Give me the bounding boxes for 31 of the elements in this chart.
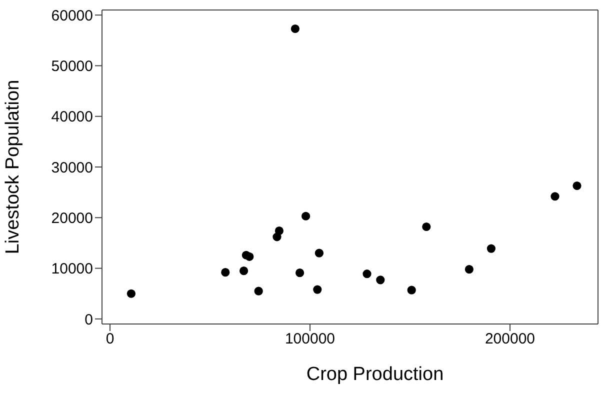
point bbox=[290, 24, 300, 34]
x-axis-title: Crop Production bbox=[306, 364, 444, 385]
point bbox=[550, 192, 560, 201]
point bbox=[464, 265, 474, 274]
y-tick-label: 20000 bbox=[51, 210, 93, 227]
point bbox=[486, 244, 496, 253]
y-axis-title: Livestock Population bbox=[2, 80, 24, 254]
point bbox=[407, 286, 416, 294]
point bbox=[296, 268, 304, 278]
y-tick-label: 60000 bbox=[51, 7, 93, 24]
point bbox=[254, 286, 263, 296]
point bbox=[376, 276, 385, 284]
x-tick-label: 0 bbox=[106, 330, 114, 348]
point bbox=[572, 181, 582, 190]
point bbox=[221, 268, 230, 277]
point bbox=[313, 285, 322, 294]
point bbox=[362, 270, 372, 278]
point bbox=[240, 266, 248, 276]
y-tick-label: 40000 bbox=[51, 108, 93, 126]
point bbox=[314, 248, 324, 258]
point bbox=[274, 226, 284, 236]
point bbox=[245, 252, 254, 261]
y-tick-label: 0 bbox=[84, 311, 93, 328]
point bbox=[422, 222, 431, 232]
y-tick-label: 10000 bbox=[51, 260, 93, 278]
x-tick-label: 100000 bbox=[284, 330, 336, 348]
y-tick-label: 30000 bbox=[51, 159, 93, 176]
point bbox=[302, 212, 310, 220]
x-tick-label: 200000 bbox=[484, 330, 536, 348]
point bbox=[126, 289, 136, 298]
y-tick-label: 50000 bbox=[51, 58, 93, 76]
